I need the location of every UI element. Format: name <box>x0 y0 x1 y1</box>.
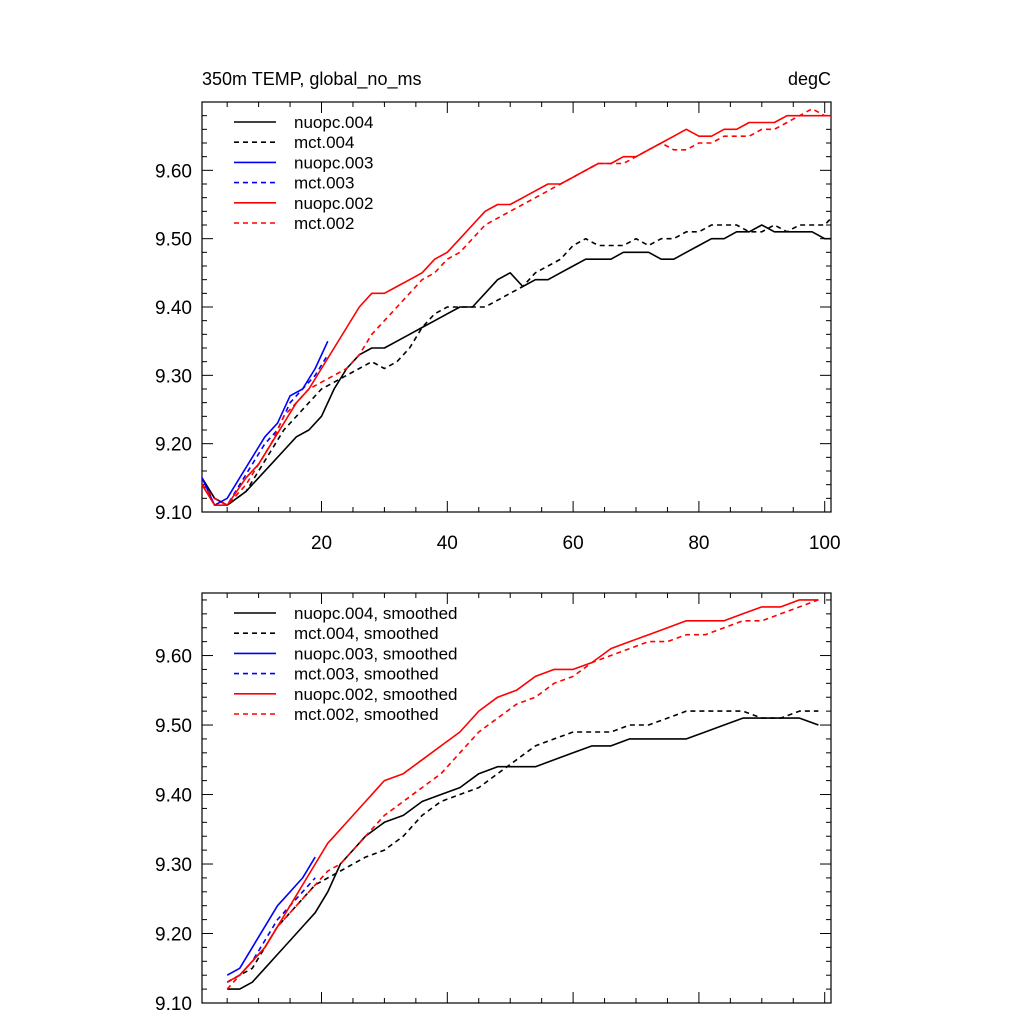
panel-1-series-line-5 <box>201 114 831 507</box>
panel-2-series-line-6 <box>226 599 819 990</box>
panel-1-units-label: degC <box>788 69 831 89</box>
panel-1-x-tick-label: 40 <box>437 533 458 554</box>
panel-2-series-line-5 <box>226 599 819 983</box>
panel-1-x-tick-label: 100 <box>809 533 841 554</box>
panel-2-legend-label: mct.002, smoothed <box>294 705 439 724</box>
panel-2-y-tick-label: 9.20 <box>155 925 192 946</box>
panel-1-x-tick-label: 60 <box>563 533 584 554</box>
panel-1-y-tick-label: 9.20 <box>155 435 192 456</box>
panel-2-legend-label: nuopc.002, smoothed <box>294 685 458 704</box>
panel-2-legend-label: nuopc.004, smoothed <box>294 604 458 623</box>
panel-1-legend-label: nuopc.004 <box>294 113 373 132</box>
panel-2-series-line-3 <box>226 856 316 976</box>
panel-2-y-tick-label: 9.10 <box>155 994 192 1015</box>
panel-1-legend-label: mct.003 <box>294 174 354 193</box>
panel-2-y-tick-label: 9.60 <box>155 647 192 668</box>
panel-2-legend-label: mct.004, smoothed <box>294 624 439 643</box>
panel-2-series-line-1 <box>227 717 819 990</box>
panel-2-y-tick-label: 9.50 <box>155 716 192 737</box>
panel-2: 9.10 9.20 9.30 9.40 9.50 9.60 nuopc.004, smoot… <box>155 592 832 1015</box>
panel-1-series-line-1 <box>201 224 831 507</box>
panel-2-y-tick-label: 9.40 <box>155 786 192 807</box>
panel-1-y-tick-label: 9.50 <box>155 230 192 251</box>
panel-2-y-tick-label: 9.30 <box>155 855 192 876</box>
panel-1-series-line-2 <box>201 217 832 507</box>
panel-1-legend-label: nuopc.003 <box>294 153 373 172</box>
panel-1-legend-label: mct.002 <box>294 214 354 233</box>
panel-1-y-tick-label: 9.10 <box>155 503 192 524</box>
panel-1-x-tick-label: 80 <box>688 533 709 554</box>
panel-2-series-line-2 <box>226 710 819 983</box>
panel-2-legend-label: mct.003, smoothed <box>294 665 439 684</box>
panel-2-plot-frame <box>201 592 832 1004</box>
panel-1-legend-label: mct.004 <box>294 133 354 152</box>
panel-1-y-tick-label: 9.30 <box>155 366 192 387</box>
panel-1-x-tick-label: 20 <box>311 533 332 554</box>
panel-1-legend-label: nuopc.002 <box>294 194 373 213</box>
panel-1-series-line-3 <box>201 340 329 507</box>
panel-1-y-tick-label: 9.60 <box>155 161 192 182</box>
panel-1-y-tick-label: 9.40 <box>155 298 192 319</box>
panel-1-title: 350m TEMP, global_no_ms <box>202 69 421 90</box>
panel-1-series-line-6 <box>201 108 831 507</box>
panel-1: 20 40 60 80 100 9.10 9.20 9.30 9.40 9.50 9.60 350m … <box>155 69 841 554</box>
panel-2-legend-label: nuopc.003, smoothed <box>294 644 458 663</box>
